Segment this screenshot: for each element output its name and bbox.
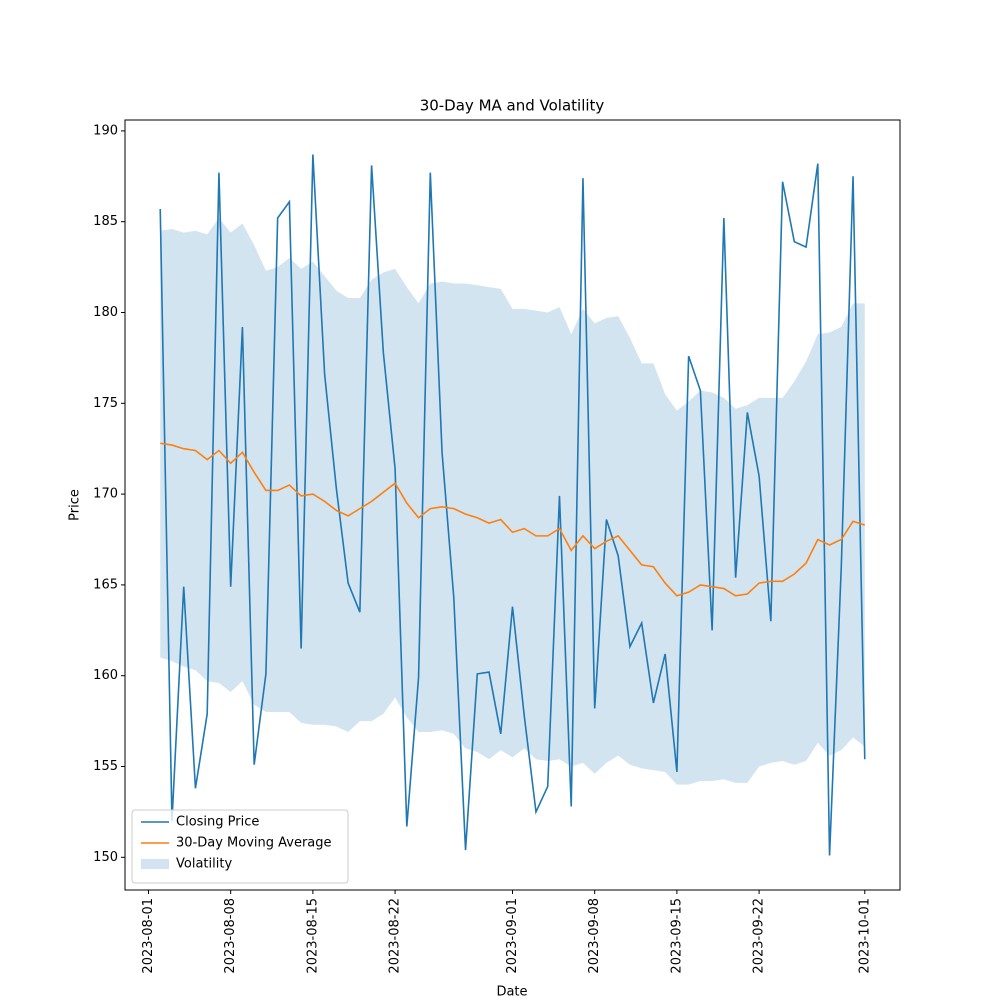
y-tick-label: 175 <box>93 396 118 411</box>
y-axis-label: Price <box>68 489 83 521</box>
x-tick-label: 2023-09-22 <box>752 898 767 974</box>
y-tick-label: 170 <box>93 487 118 502</box>
x-tick-label: 2023-09-01 <box>505 898 520 974</box>
chart-title: 30-Day MA and Volatility <box>420 97 605 115</box>
volatility-band <box>160 218 865 785</box>
y-tick-label: 190 <box>93 123 118 138</box>
y-tick-label: 160 <box>93 668 118 683</box>
x-tick-label: 2023-08-22 <box>388 898 403 974</box>
legend-label: Volatility <box>176 857 232 872</box>
legend-label: 30-Day Moving Average <box>176 836 332 851</box>
y-tick-label: 180 <box>93 305 118 320</box>
line-series <box>160 442 866 597</box>
legend-box <box>131 809 349 884</box>
x-tick-label: 2023-09-15 <box>669 898 684 974</box>
y-tick-label: 150 <box>93 850 118 865</box>
y-tick-label: 185 <box>93 214 118 229</box>
x-axis-label: Date <box>496 985 527 1000</box>
x-tick-label: 2023-09-08 <box>587 898 602 974</box>
legend-label: Closing Price <box>176 815 259 830</box>
x-tick-label: 2023-08-01 <box>141 898 156 974</box>
legend-swatch <box>141 859 169 869</box>
x-tick-label: 2023-10-01 <box>857 898 872 974</box>
y-tick-label: 165 <box>93 577 118 592</box>
y-tick-label: 155 <box>93 759 118 774</box>
x-tick-label: 2023-08-15 <box>305 898 320 974</box>
x-tick-label: 2023-08-08 <box>223 898 238 974</box>
line-series <box>159 154 866 856</box>
